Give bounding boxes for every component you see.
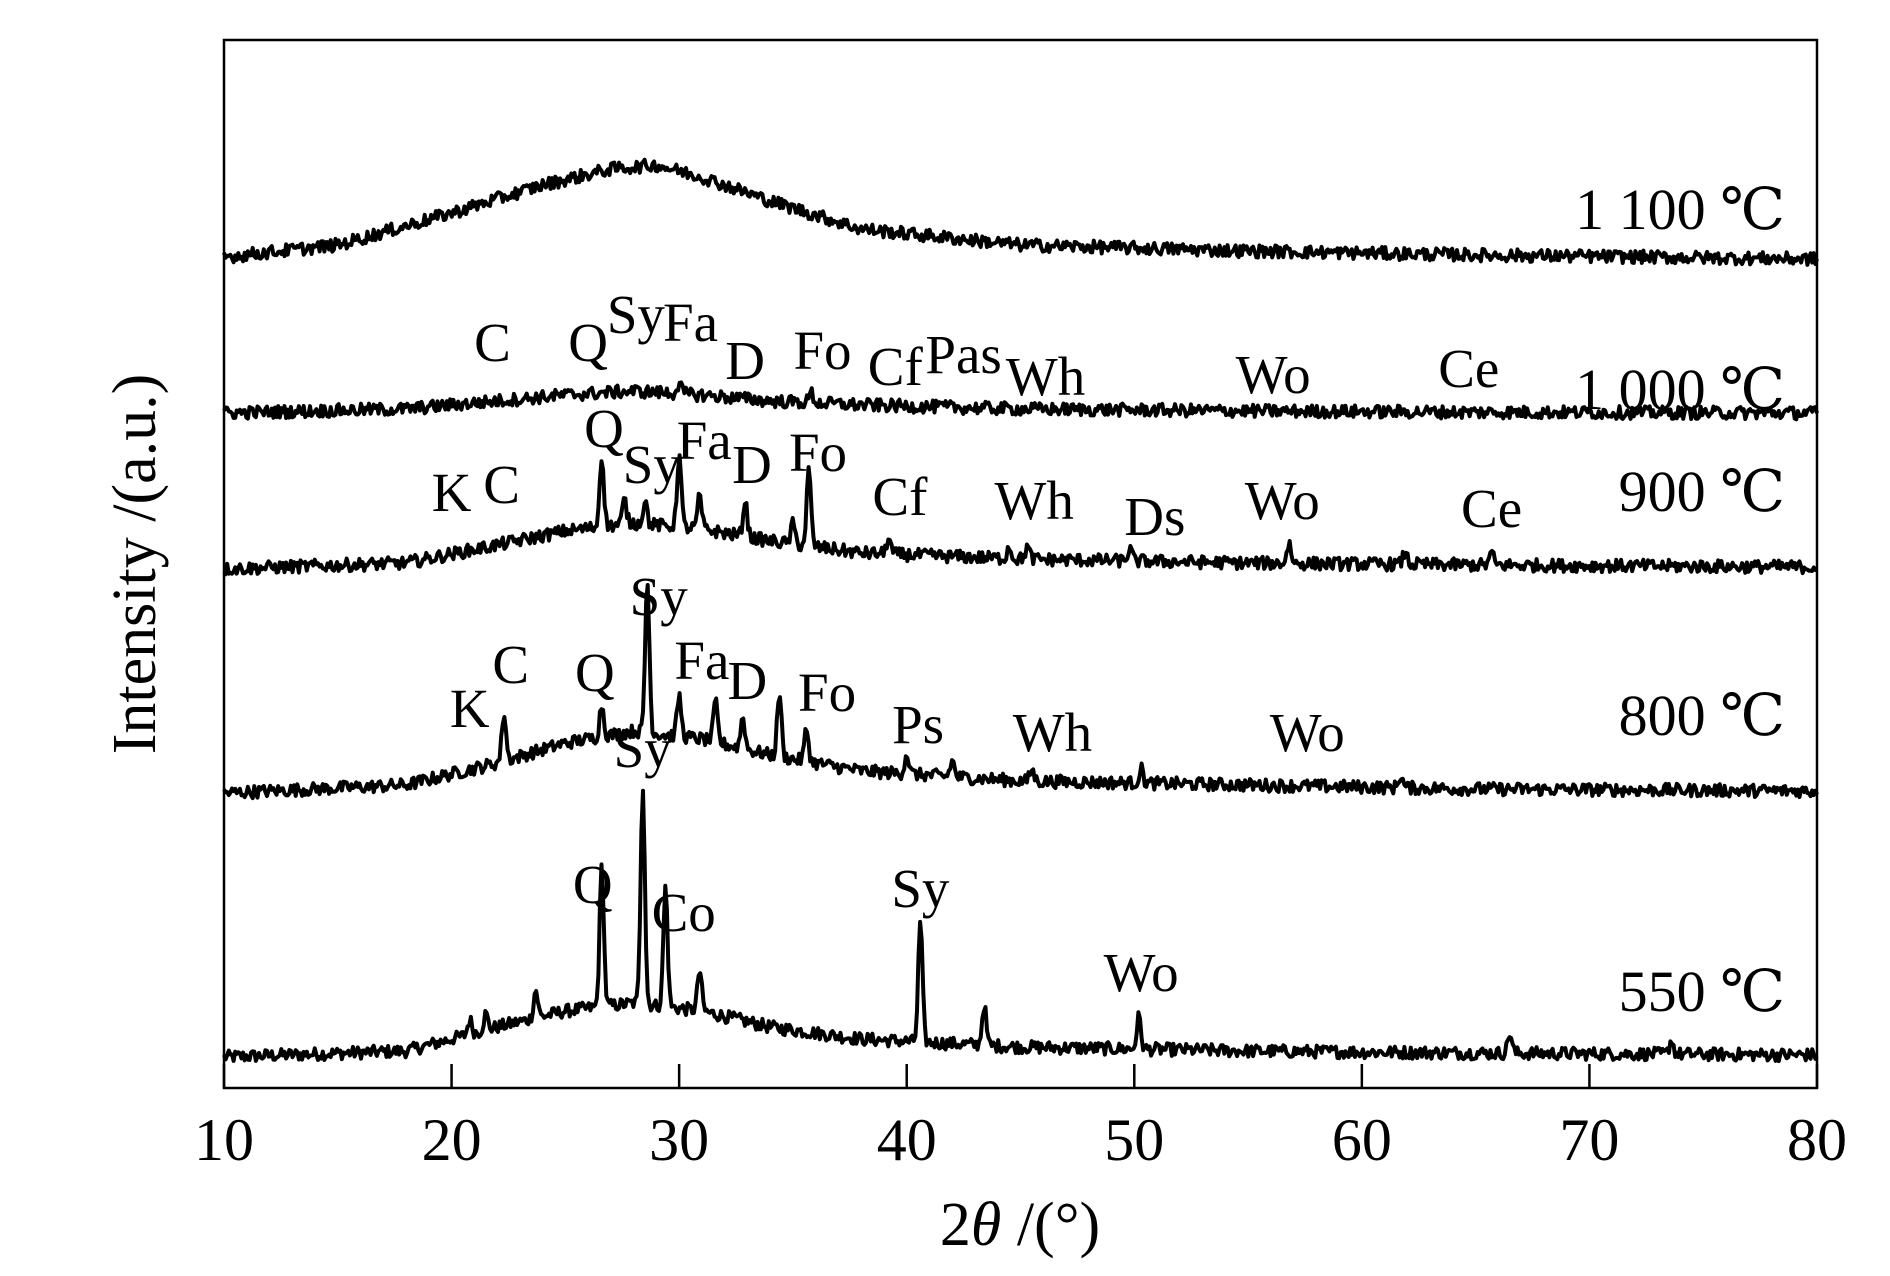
series-name-label: 550 ℃: [1619, 959, 1785, 1024]
phase-label: Fa: [674, 630, 729, 691]
phase-label: Sy: [630, 566, 689, 627]
phase-label: Q: [573, 854, 613, 915]
phase-label: Q: [575, 642, 615, 703]
xrd-traces: [222, 157, 1819, 1064]
phase-label: Sy: [623, 434, 682, 495]
phase-label: Wh: [1013, 702, 1092, 763]
series-name-label: 1 100 ℃: [1575, 177, 1785, 242]
series-name-label: 1 000 ℃: [1575, 357, 1785, 422]
phase-label: Cf: [868, 336, 924, 397]
phase-label: Fa: [663, 292, 718, 353]
phase-label: Q: [568, 312, 608, 373]
phase-label: Q: [584, 398, 624, 459]
phase-label: Sy: [891, 858, 950, 919]
phase-label: K: [432, 462, 472, 523]
phase-label: Wh: [994, 470, 1073, 531]
phase-label: Wo: [1245, 470, 1320, 531]
phase-label: D: [725, 330, 765, 391]
x-tick-label: 60: [1332, 1107, 1392, 1173]
x-tick-label: 50: [1104, 1107, 1164, 1173]
x-axis-title-symbol: θ: [971, 1191, 1001, 1259]
x-axis-ticks: [222, 1064, 1819, 1088]
x-axis-title: 2θ /(°): [940, 1191, 1100, 1259]
phase-label: C: [483, 454, 520, 515]
series-trace: [222, 788, 1819, 1064]
x-tick-label: 70: [1559, 1107, 1619, 1173]
x-axis-tick-labels: 10 20 30 40 50 60 70 80: [194, 1107, 1847, 1173]
series-trace: [222, 453, 1818, 577]
series-name-label: 800 ℃: [1619, 683, 1785, 748]
phase-label: Fo: [789, 422, 847, 483]
phase-label: Ps: [892, 694, 944, 755]
phase-label: Fa: [677, 410, 732, 471]
phase-label: Wh: [1006, 346, 1085, 407]
temperature-labels: 550 ℃ 800 ℃ 900 ℃ 1 000 ℃ 1 100 ℃: [1575, 177, 1785, 1024]
phase-label: Fo: [793, 320, 851, 381]
phase-label: K: [450, 678, 490, 739]
y-axis-title: Intensity /(a.u.): [101, 374, 169, 755]
phase-label: Ce: [1461, 478, 1522, 539]
phase-label: Wo: [1104, 942, 1179, 1003]
phase-label: Pas: [925, 324, 1001, 385]
series-trace: [222, 157, 1819, 267]
x-tick-label: 10: [194, 1107, 254, 1173]
x-axis-title-suffix: /(°): [1001, 1191, 1100, 1259]
plot-frame: [222, 38, 1819, 1090]
phase-label: Wo: [1270, 702, 1345, 763]
x-tick-label: 20: [422, 1107, 482, 1173]
series-trace: [222, 380, 1819, 422]
x-tick-label: 40: [877, 1107, 937, 1173]
series-trace: [222, 583, 1819, 801]
phase-label: Cf: [872, 466, 928, 527]
phase-label: Sy: [607, 284, 666, 345]
x-axis-title-prefix: 2: [940, 1191, 971, 1259]
phase-label: D: [732, 434, 772, 495]
phase-label: C: [492, 634, 529, 695]
phase-label: Fo: [798, 662, 856, 723]
phase-label: C: [474, 312, 511, 373]
phase-label: D: [728, 650, 768, 711]
phase-label: Wo: [1236, 344, 1311, 405]
phase-label: Co: [652, 882, 716, 943]
x-tick-label: 80: [1787, 1107, 1847, 1173]
phase-label: Ds: [1124, 486, 1185, 547]
x-tick-label: 30: [649, 1107, 709, 1173]
phase-label: Sy: [614, 718, 673, 779]
series-name-label: 900 ℃: [1619, 459, 1785, 524]
phase-label: Ce: [1438, 338, 1499, 399]
